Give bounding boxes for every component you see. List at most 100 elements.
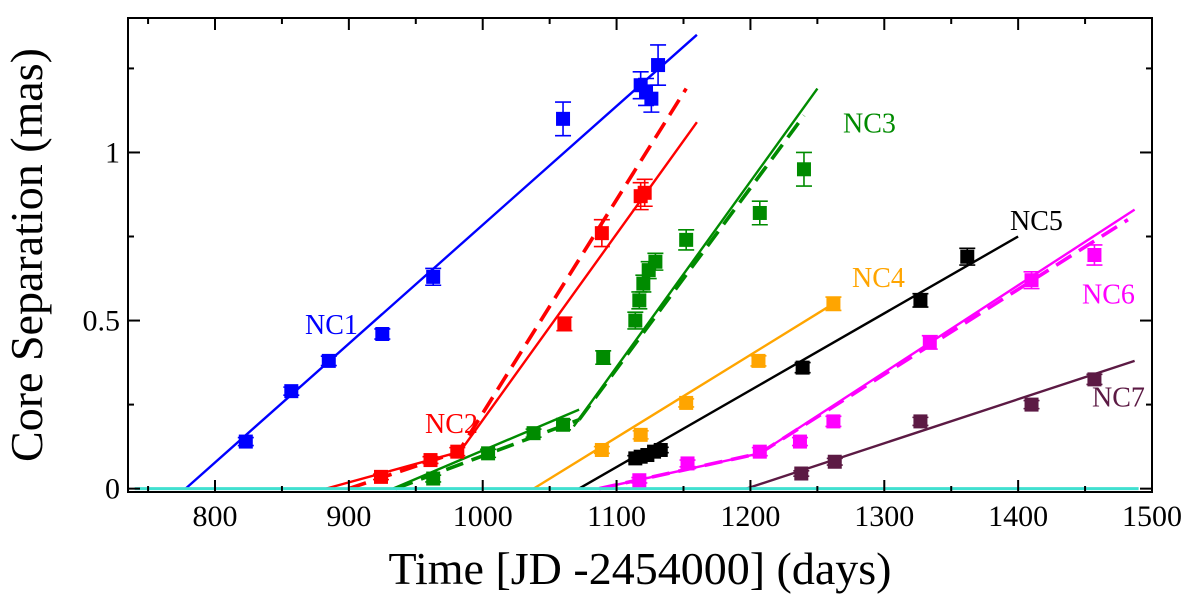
data-marker [526, 426, 541, 441]
nc1-point-5 [555, 101, 572, 137]
data-marker [238, 434, 253, 449]
data-marker [752, 444, 767, 459]
data-marker [794, 466, 809, 481]
nc5-point-5 [794, 360, 811, 375]
data-marker [922, 335, 937, 350]
nc1-point-9 [650, 44, 667, 87]
x-tick-label: 1200 [720, 500, 780, 533]
nc3-label: NC3 [843, 108, 896, 139]
nc3-point-9 [647, 252, 664, 271]
data-marker [796, 162, 811, 177]
plot-frame [127, 17, 1153, 493]
y-tick-label: 0 [105, 473, 120, 506]
nc1-point-3 [374, 327, 391, 341]
nc4-point-0 [593, 442, 610, 457]
data-marker [651, 58, 666, 73]
data-marker [594, 226, 609, 241]
nc2-point-0 [372, 469, 389, 484]
data-marker [648, 254, 663, 269]
nc3-point-4 [595, 350, 612, 366]
nc7-point-2 [912, 414, 929, 429]
x-tick-label: 1500 [1122, 500, 1182, 533]
nc3-point-5 [627, 311, 644, 330]
data-points [237, 44, 1103, 488]
nc6-point-1 [679, 456, 696, 471]
nc2-point-1 [422, 453, 439, 468]
data-marker [633, 427, 648, 442]
nc5-point-4 [652, 442, 669, 457]
data-marker [680, 456, 695, 471]
data-marker [596, 350, 611, 365]
nc3-point-3 [555, 417, 572, 432]
data-marker [426, 471, 441, 486]
data-marker [481, 446, 496, 461]
nc1-point-0 [237, 434, 254, 449]
nc5-points [627, 247, 976, 466]
data-marker [960, 249, 975, 264]
component-labels: NC1 NC2 NC3 NC4 NC5 NC6 NC7 [305, 108, 1145, 440]
nc5-point-7 [959, 247, 976, 266]
x-tick-label: 900 [326, 500, 371, 533]
nc4-point-4 [825, 296, 842, 312]
x-tick-label: 1100 [587, 500, 646, 533]
nc6-fit-dashed-3 [758, 218, 1129, 455]
nc6-point-4 [825, 414, 842, 429]
nc7-point-4 [1086, 372, 1103, 387]
nc3-fit-dashed-3 [577, 114, 806, 421]
data-marker [913, 414, 928, 429]
nc3-point-11 [751, 200, 768, 226]
data-marker [556, 417, 571, 432]
data-marker [628, 313, 643, 328]
data-marker [827, 454, 842, 469]
nc3-point-6 [631, 291, 648, 310]
nc2-point-6 [636, 178, 653, 208]
data-marker [1087, 248, 1102, 262]
y-axis-label: Core Separation (mas) [1, 48, 52, 462]
nc7-point-1 [826, 454, 843, 469]
x-tick-label: 1300 [854, 500, 914, 533]
data-marker [426, 269, 441, 284]
data-marker [557, 316, 572, 331]
nc3-point-7 [635, 274, 652, 293]
nc4-point-1 [632, 427, 649, 442]
data-marker [632, 293, 647, 308]
y-tick-label: 0.5 [83, 305, 121, 338]
nc3-fit-solid-1 [572, 87, 819, 428]
nc5-point-6 [912, 292, 929, 308]
data-marker [644, 91, 659, 106]
data-marker [321, 353, 336, 368]
x-axis-label: Time [JD -2454000] (days) [389, 543, 892, 594]
nc2-point-2 [449, 444, 466, 459]
nc7-point-3 [1023, 397, 1040, 412]
plot-border [127, 17, 1153, 493]
nc3-point-12 [795, 151, 812, 187]
data-marker [1087, 372, 1102, 387]
nc2-points [372, 178, 653, 484]
nc3-point-2 [525, 426, 542, 441]
nc7-point-0 [793, 466, 810, 481]
nc6-point-0 [631, 473, 648, 488]
data-marker [826, 414, 841, 429]
nc6-point-2 [751, 444, 768, 459]
data-marker [795, 360, 810, 375]
data-marker [450, 444, 465, 459]
nc3-points [425, 151, 812, 486]
nc3-point-10 [678, 228, 695, 251]
nc7-points [793, 372, 1103, 481]
data-marker [636, 276, 651, 291]
y-tick-label: 1 [105, 136, 120, 169]
data-marker [632, 473, 647, 488]
nc2-label: NC2 [425, 409, 478, 440]
nc4-label: NC4 [852, 263, 905, 294]
nc6-point-5 [921, 334, 938, 350]
data-marker [1024, 273, 1039, 288]
data-marker [792, 434, 807, 449]
data-marker [423, 453, 438, 468]
nc6-point-7 [1086, 244, 1103, 266]
nc1-point-4 [425, 267, 442, 287]
data-marker [679, 395, 694, 410]
axis-ticks: 800 900 1000 1100 1200 1300 1400 1500 0 0.5 1 [83, 18, 1182, 533]
nc3-point-1 [480, 446, 497, 461]
nc2-point-3 [556, 316, 573, 332]
